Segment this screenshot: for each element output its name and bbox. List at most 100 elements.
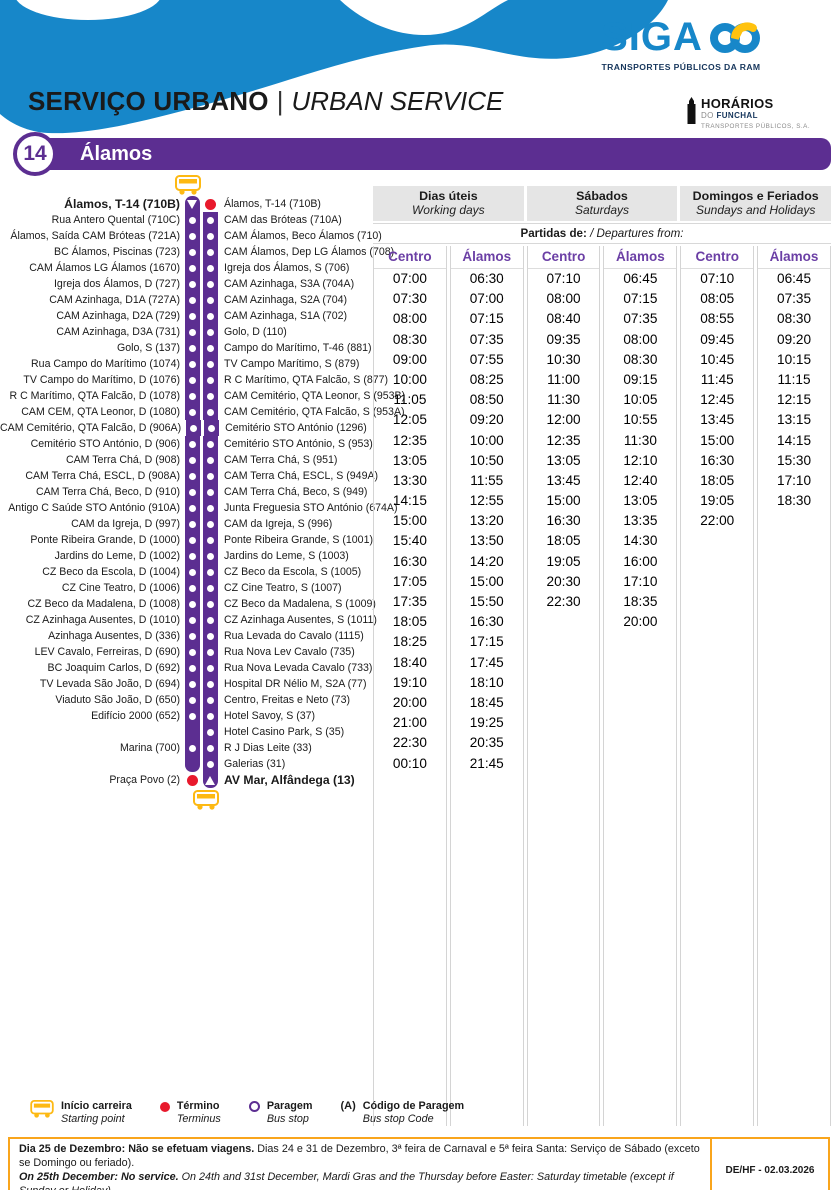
stop-label-outbound: Álamos, Saída CAM Bróteas (721A) — [10, 230, 180, 242]
departure-time: 08:00 — [623, 331, 658, 347]
departure-time: 12:35 — [392, 432, 427, 448]
legend-label-en: Terminus — [176, 1113, 221, 1125]
route-marker-inbound — [203, 596, 218, 612]
departure-time: 08:30 — [623, 351, 658, 367]
departure-time: 08:40 — [546, 311, 581, 327]
stop-label-inbound: R J Dias Leite (33) — [224, 742, 312, 754]
stop-label-inbound: CZ Beco da Madalena, S (1009) — [224, 598, 376, 610]
departure-time: 17:10 — [623, 573, 658, 589]
stop-label-outbound: Rua Antero Quental (710C) — [51, 214, 180, 226]
departure-time: 07:15 — [469, 311, 504, 327]
departure-time: 06:45 — [623, 271, 658, 286]
departure-time: 12:40 — [623, 472, 658, 488]
departure-time: 12:15 — [777, 392, 812, 408]
route-marker-inbound — [203, 372, 218, 388]
departure-column-header: Centro — [681, 246, 754, 269]
stop-label-inbound: Cemitério STO António (1296) — [225, 422, 367, 434]
departure-time: 18:05 — [700, 472, 735, 488]
bus-icon — [175, 175, 201, 195]
departure-time: 20:00 — [623, 614, 658, 630]
route-marker-inbound — [203, 468, 218, 484]
departure-time: 07:35 — [469, 331, 504, 347]
departure-column: Centro 07:10 08:00 08:40 09:35 10:30 11:00 11:3… — [526, 246, 601, 1126]
route-marker-outbound — [185, 308, 200, 324]
route-marker-outbound — [185, 772, 200, 788]
departure-time: 09:00 — [392, 351, 427, 367]
route-marker-outbound — [186, 420, 202, 436]
departure-time: 08:30 — [777, 311, 812, 327]
departure-time: 12:45 — [700, 392, 735, 408]
stop-label-outbound: Ponte Ribeira Grande, D (1000) — [30, 534, 180, 546]
route-marker-inbound — [203, 404, 218, 420]
route-row: Azinhaga Ausentes, D (336) Rua Levada do … — [0, 628, 372, 644]
route-marker-outbound — [185, 292, 200, 308]
stop-label-outbound: Rua Campo do Marítimo (1074) — [31, 358, 180, 370]
route-marker-inbound — [203, 212, 218, 228]
departure-time: 10:00 — [469, 432, 504, 448]
route-marker-outbound — [185, 468, 200, 484]
stop-label-outbound: Jardins do Leme, D (1002) — [54, 550, 180, 562]
route-marker-inbound — [203, 228, 218, 244]
stop-label-outbound: CAM Azinhaga, D2A (729) — [56, 310, 180, 322]
route-marker-outbound — [185, 436, 200, 452]
route-row: Hotel Casino Park, S (35) — [0, 724, 372, 740]
departure-time: 07:35 — [623, 311, 658, 327]
timetable: Dias úteis Working days Sábados Saturdays Do… — [373, 186, 832, 1126]
departure-column-header: Álamos — [604, 246, 677, 269]
route-row: Cemitério STO António, D (906) Cemitério … — [0, 436, 373, 452]
route-marker-outbound — [185, 708, 200, 724]
departure-time: 07:10 — [700, 271, 735, 286]
stop-label-inbound: CAM Cemitério, QTA Falcão, S (953A) — [224, 406, 405, 418]
bus-icon — [30, 1100, 54, 1118]
departure-time: 18:40 — [392, 654, 427, 670]
route-marker-inbound — [203, 772, 218, 788]
title-separator: | — [276, 86, 284, 116]
departure-time: 06:45 — [777, 271, 812, 286]
stop-label-outbound: Marina (700) — [119, 742, 180, 754]
stop-label-outbound: CZ Cine Teatro, D (1006) — [61, 582, 180, 594]
route-diagram: Álamos, T-14 (710B) Álamos, T-14 (710B) Ru… — [0, 175, 405, 810]
legend-label-pt: Código de Paragem — [362, 1100, 465, 1112]
route-marker-outbound — [185, 260, 200, 276]
route-marker-inbound — [203, 628, 218, 644]
departure-time: 09:20 — [777, 331, 812, 347]
route-row: CAM Cemitério, QTA Falcão, D (906A) Cemit… — [0, 420, 372, 436]
departure-time: 13:35 — [623, 513, 658, 529]
route-marker-outbound — [185, 388, 200, 404]
stop-label-inbound: CAM das Bróteas (710A) — [224, 214, 342, 226]
departure-time: 16:00 — [623, 553, 658, 569]
route-marker-outbound — [185, 324, 200, 340]
route-marker-inbound — [203, 692, 218, 708]
departure-time: 07:30 — [392, 291, 427, 307]
route-row: Rua Antero Quental (710C) CAM das Bróteas… — [0, 212, 372, 228]
stop-label-outbound: CAM Álamos LG Álamos (1670) — [29, 262, 180, 274]
departure-column: Centro 07:00 07:30 08:00 08:30 09:00 10:00 11:0… — [373, 246, 447, 1126]
day-group-label-pt: Dias úteis — [419, 189, 478, 203]
departure-time: 14:30 — [623, 533, 658, 549]
route-row: Praça Povo (2) AV Mar, Alfândega (13) — [0, 772, 372, 788]
departure-time: 10:05 — [623, 392, 658, 408]
route-marker-outbound — [185, 644, 200, 660]
page-title: SERVIÇO URBANO | URBAN SERVICE — [28, 86, 503, 117]
departure-time: 12:55 — [469, 493, 504, 509]
stop-label-inbound: Rua Nova Lev Cavalo (735) — [224, 646, 355, 658]
stop-label-inbound: CZ Beco da Escola, S (1005) — [224, 566, 362, 578]
departure-time: 10:30 — [546, 351, 581, 367]
route-row: Igreja dos Álamos, D (727) CAM Azinhaga, … — [0, 276, 372, 292]
departure-time: 20:00 — [392, 694, 427, 710]
departure-time: 17:35 — [392, 594, 427, 609]
departure-time: 07:55 — [469, 351, 504, 367]
route-banner: Álamos — [40, 138, 831, 170]
route-marker-outbound — [185, 564, 200, 580]
route-row: Marina (700) R J Dias Leite (33) — [0, 740, 372, 756]
route-row: CZ Beco da Escola, D (1004) CZ Beco da Es… — [0, 564, 372, 580]
legend-label-pt: Paragem — [266, 1100, 313, 1112]
departure-column: Centro 07:10 08:05 08:55 09:45 10:45 11:45 12:4… — [680, 246, 755, 1126]
departures-label-pt: Partidas de: — [520, 227, 587, 240]
departure-time: 11:30 — [623, 432, 657, 448]
legend-label-en: Starting point — [61, 1113, 125, 1125]
departure-time: 13:45 — [700, 412, 735, 428]
footer: Dia 25 de Dezembro: Não se efetuam viage… — [8, 1137, 830, 1190]
day-group-label-en: Sundays and Holidays — [695, 203, 816, 217]
departure-time: 17:45 — [469, 654, 504, 670]
